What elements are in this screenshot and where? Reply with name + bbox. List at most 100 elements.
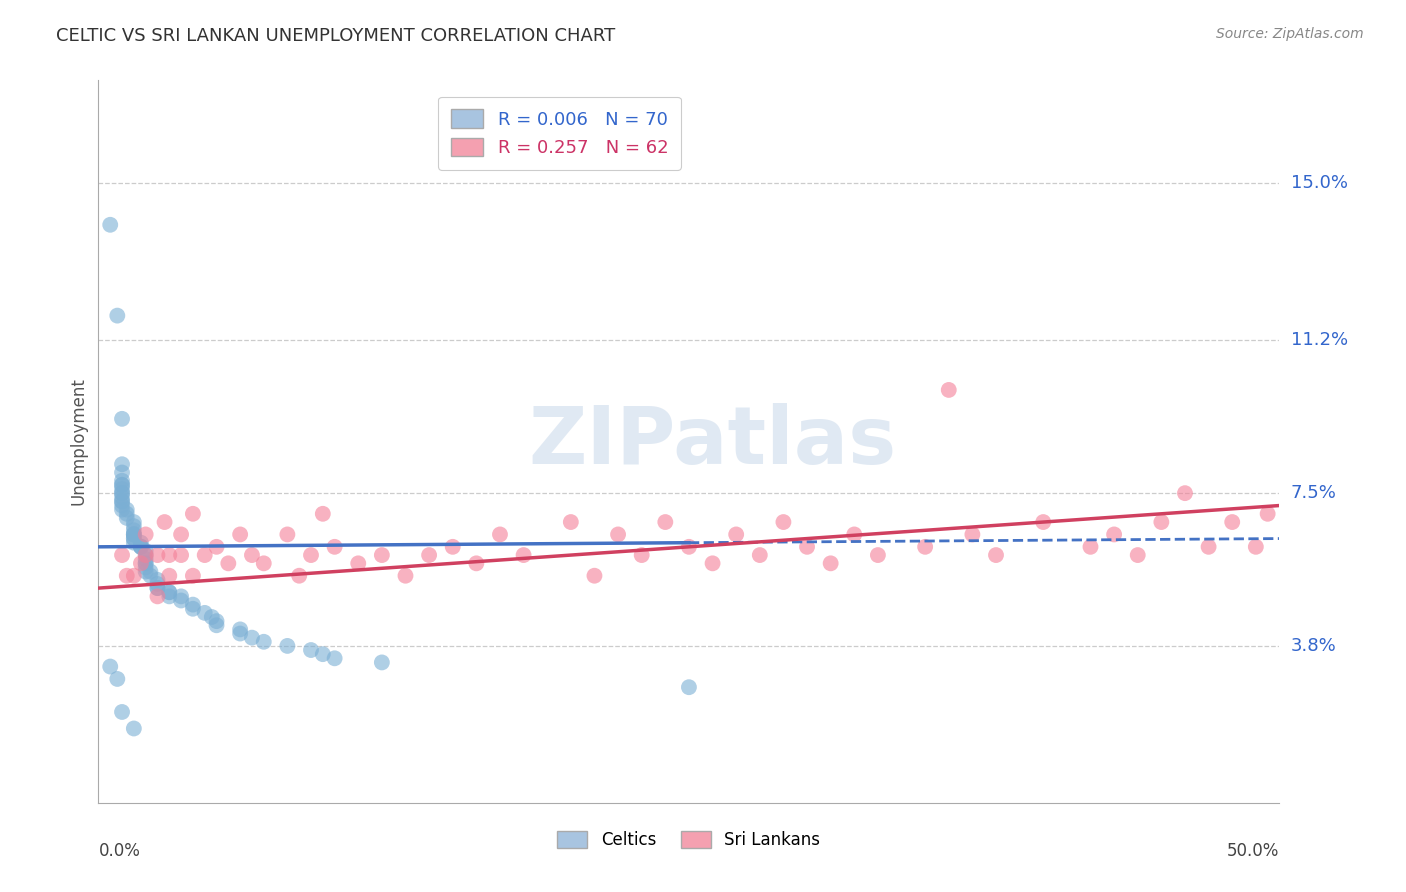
Point <box>1126 548 1149 562</box>
Point <box>1244 540 1267 554</box>
Point <box>914 540 936 554</box>
Point <box>194 606 217 620</box>
Point <box>111 494 134 508</box>
Point <box>111 482 134 496</box>
Point <box>678 680 700 694</box>
Point <box>1102 527 1125 541</box>
Point <box>111 457 134 471</box>
Point <box>299 548 322 562</box>
Point <box>170 590 193 604</box>
Point <box>122 527 145 541</box>
Point <box>938 383 960 397</box>
Point <box>122 527 145 541</box>
Point <box>465 557 488 571</box>
Point <box>98 218 121 232</box>
Point <box>157 585 180 599</box>
Point <box>129 540 152 554</box>
Point <box>115 511 138 525</box>
Text: ZIPatlas: ZIPatlas <box>529 402 897 481</box>
Point <box>441 540 464 554</box>
Point <box>299 643 322 657</box>
Point <box>115 502 138 516</box>
Point <box>1220 515 1243 529</box>
Point <box>111 466 134 480</box>
Point <box>1174 486 1197 500</box>
Point <box>129 540 152 554</box>
Point <box>654 515 676 529</box>
Point <box>146 548 169 562</box>
Point <box>122 515 145 529</box>
Text: 7.5%: 7.5% <box>1291 484 1337 502</box>
Point <box>347 557 370 571</box>
Point <box>866 548 889 562</box>
Point <box>312 647 335 661</box>
Point <box>181 601 204 615</box>
Point <box>772 515 794 529</box>
Point <box>111 490 134 504</box>
Point <box>181 568 204 582</box>
Point <box>98 659 121 673</box>
Point <box>122 532 145 546</box>
Point <box>122 532 145 546</box>
Point <box>240 548 263 562</box>
Point <box>122 527 145 541</box>
Point <box>560 515 582 529</box>
Y-axis label: Unemployment: Unemployment <box>69 377 87 506</box>
Point <box>181 598 204 612</box>
Point <box>748 548 770 562</box>
Point <box>229 626 252 640</box>
Point <box>111 494 134 508</box>
Point <box>157 590 180 604</box>
Point <box>146 581 169 595</box>
Point <box>229 623 252 637</box>
Point <box>157 568 180 582</box>
Point <box>135 557 157 571</box>
Point <box>1150 515 1173 529</box>
Point <box>205 618 228 632</box>
Point <box>129 557 152 571</box>
Point <box>1198 540 1220 554</box>
Point <box>122 722 145 736</box>
Point <box>820 557 842 571</box>
Point <box>796 540 818 554</box>
Point <box>122 535 145 549</box>
Point <box>371 548 394 562</box>
Point <box>111 478 134 492</box>
Point <box>217 557 239 571</box>
Point <box>111 412 134 426</box>
Point <box>489 527 512 541</box>
Point <box>122 524 145 538</box>
Text: Source: ZipAtlas.com: Source: ZipAtlas.com <box>1216 27 1364 41</box>
Point <box>139 565 162 579</box>
Point <box>146 581 169 595</box>
Point <box>111 474 134 488</box>
Point <box>702 557 724 571</box>
Point <box>115 568 138 582</box>
Point <box>135 544 157 558</box>
Point <box>276 639 298 653</box>
Point <box>122 568 145 582</box>
Point <box>312 507 335 521</box>
Point <box>111 502 134 516</box>
Point <box>678 540 700 554</box>
Text: 15.0%: 15.0% <box>1291 175 1347 193</box>
Point <box>170 527 193 541</box>
Point <box>725 527 748 541</box>
Point <box>276 527 298 541</box>
Point <box>111 548 134 562</box>
Point <box>205 614 228 628</box>
Point <box>146 573 169 587</box>
Point <box>170 593 193 607</box>
Point <box>630 548 652 562</box>
Point <box>135 565 157 579</box>
Point <box>111 499 134 513</box>
Point <box>1257 507 1279 521</box>
Point <box>984 548 1007 562</box>
Point <box>111 486 134 500</box>
Legend: Celtics, Sri Lankans: Celtics, Sri Lankans <box>551 824 827 856</box>
Point <box>111 705 134 719</box>
Point <box>170 548 193 562</box>
Point <box>607 527 630 541</box>
Point <box>1080 540 1102 554</box>
Point <box>1032 515 1054 529</box>
